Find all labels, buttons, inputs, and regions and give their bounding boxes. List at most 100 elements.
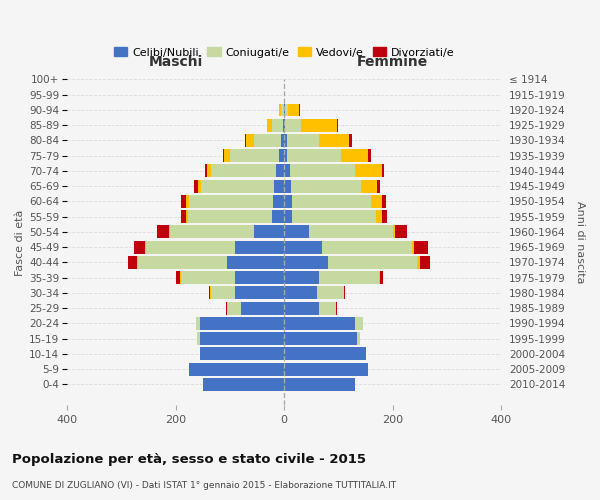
Bar	[284, 256, 417, 269]
Bar	[284, 210, 387, 223]
Bar	[284, 317, 363, 330]
Bar	[284, 348, 365, 360]
Bar	[194, 180, 284, 192]
Bar	[128, 256, 284, 269]
Bar	[170, 226, 284, 238]
Bar	[284, 286, 344, 300]
Bar	[199, 180, 284, 192]
Bar	[284, 119, 285, 132]
Bar	[273, 195, 284, 208]
Bar	[200, 332, 284, 345]
Bar	[284, 210, 292, 223]
Bar	[197, 332, 284, 345]
Bar	[284, 195, 371, 208]
Bar	[284, 271, 379, 284]
Bar	[278, 104, 284, 117]
Bar	[284, 164, 355, 177]
Bar	[284, 348, 365, 360]
Bar	[284, 271, 319, 284]
Bar	[224, 149, 284, 162]
Bar	[181, 271, 284, 284]
Bar	[227, 302, 284, 314]
Bar	[181, 210, 284, 223]
Bar	[189, 195, 284, 208]
Bar	[284, 302, 335, 314]
Bar	[200, 348, 284, 360]
Bar	[230, 149, 284, 162]
Bar	[189, 362, 284, 376]
Bar	[197, 332, 284, 345]
Bar	[187, 210, 284, 223]
Bar	[227, 302, 284, 314]
Bar	[284, 286, 317, 300]
Bar	[284, 317, 355, 330]
Bar	[284, 104, 285, 117]
Text: Maschi: Maschi	[148, 55, 203, 69]
Bar	[284, 317, 363, 330]
Bar	[284, 119, 337, 132]
Bar	[284, 286, 344, 300]
Bar	[211, 164, 284, 177]
Bar	[278, 104, 284, 117]
Bar	[211, 286, 284, 300]
Bar	[284, 256, 430, 269]
Bar	[209, 286, 284, 300]
Bar	[284, 302, 336, 314]
Bar	[284, 195, 382, 208]
Bar	[272, 119, 284, 132]
Y-axis label: Fasce di età: Fasce di età	[15, 209, 25, 276]
Bar	[281, 104, 284, 117]
Bar	[284, 119, 301, 132]
Bar	[137, 256, 284, 269]
Bar	[223, 149, 284, 162]
Bar	[284, 180, 380, 192]
Bar	[284, 240, 415, 254]
Bar	[284, 378, 355, 391]
Bar	[284, 164, 382, 177]
Bar	[284, 164, 385, 177]
Bar	[284, 271, 383, 284]
Bar	[203, 378, 284, 391]
Bar	[145, 240, 284, 254]
Bar	[274, 180, 284, 192]
Bar	[284, 180, 377, 192]
Bar	[284, 149, 368, 162]
Bar	[187, 195, 284, 208]
Y-axis label: Anni di nascita: Anni di nascita	[575, 201, 585, 283]
Bar	[181, 195, 284, 208]
Bar	[284, 256, 420, 269]
Bar	[284, 180, 290, 192]
Bar	[197, 332, 284, 345]
Bar	[284, 348, 365, 360]
Bar	[284, 362, 368, 376]
Bar	[284, 317, 363, 330]
Bar	[284, 240, 412, 254]
Bar	[284, 134, 319, 147]
Bar	[284, 332, 360, 345]
Bar	[203, 378, 284, 391]
Bar	[284, 164, 290, 177]
Bar	[241, 302, 284, 314]
Bar	[284, 302, 319, 314]
Bar	[211, 286, 284, 300]
Bar	[235, 240, 284, 254]
Bar	[181, 271, 284, 284]
Bar	[227, 256, 284, 269]
Bar	[254, 134, 284, 147]
Bar	[284, 226, 395, 238]
Bar	[284, 149, 341, 162]
Bar	[284, 302, 337, 314]
Bar	[189, 362, 284, 376]
Bar	[246, 134, 284, 147]
Bar	[235, 286, 284, 300]
Bar	[205, 164, 284, 177]
Bar	[284, 104, 300, 117]
Bar	[284, 378, 355, 391]
Bar	[200, 348, 284, 360]
Bar	[284, 256, 328, 269]
Bar	[196, 317, 284, 330]
Bar	[284, 286, 346, 300]
Bar	[188, 210, 284, 223]
Bar	[284, 134, 287, 147]
Bar	[196, 317, 284, 330]
